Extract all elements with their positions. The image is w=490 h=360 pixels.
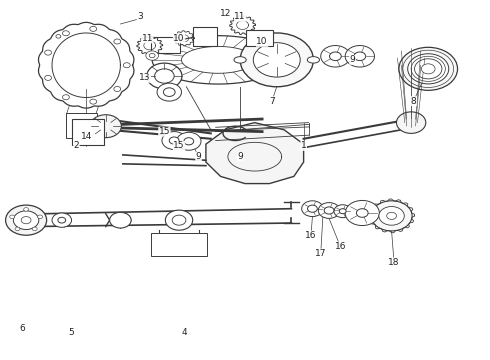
Text: 6: 6 (20, 324, 25, 333)
Circle shape (10, 215, 15, 219)
Circle shape (90, 115, 122, 138)
Text: 12: 12 (220, 9, 231, 18)
Circle shape (149, 53, 155, 58)
Circle shape (123, 63, 130, 68)
FancyBboxPatch shape (151, 233, 207, 256)
Circle shape (387, 212, 396, 220)
Ellipse shape (307, 57, 319, 63)
Text: 7: 7 (269, 96, 275, 105)
Text: 16: 16 (335, 242, 346, 251)
Text: 9: 9 (350, 55, 355, 64)
Circle shape (330, 52, 341, 60)
Text: 11: 11 (234, 12, 246, 21)
Text: 4: 4 (181, 328, 187, 337)
Circle shape (90, 26, 97, 31)
Polygon shape (206, 123, 304, 184)
Circle shape (32, 227, 37, 231)
Circle shape (334, 205, 351, 218)
Text: 5: 5 (69, 328, 74, 337)
Circle shape (165, 210, 193, 230)
Circle shape (354, 52, 366, 60)
Circle shape (163, 88, 175, 96)
Circle shape (63, 95, 70, 100)
Circle shape (318, 203, 340, 219)
Circle shape (345, 45, 374, 67)
Circle shape (157, 83, 181, 101)
Text: 3: 3 (137, 12, 143, 21)
Circle shape (114, 39, 121, 44)
FancyBboxPatch shape (66, 113, 97, 138)
Circle shape (45, 50, 51, 55)
Text: 1: 1 (301, 141, 307, 150)
Circle shape (13, 211, 39, 229)
Text: 10: 10 (173, 34, 185, 43)
Text: 9: 9 (237, 152, 243, 161)
Circle shape (21, 217, 31, 224)
Circle shape (146, 51, 159, 60)
Circle shape (345, 201, 379, 226)
Circle shape (172, 215, 186, 225)
Circle shape (45, 75, 51, 80)
Circle shape (415, 59, 442, 79)
Circle shape (176, 132, 201, 150)
Text: 10: 10 (256, 37, 268, 46)
Circle shape (321, 45, 350, 67)
Text: 18: 18 (388, 258, 400, 267)
Circle shape (90, 99, 97, 104)
Circle shape (421, 64, 435, 74)
Circle shape (5, 205, 47, 235)
FancyBboxPatch shape (246, 30, 273, 46)
Circle shape (169, 137, 179, 144)
Text: 8: 8 (411, 96, 416, 105)
Text: 16: 16 (305, 231, 317, 240)
Ellipse shape (234, 57, 246, 63)
Circle shape (38, 215, 43, 219)
Circle shape (308, 205, 318, 212)
Circle shape (356, 209, 368, 217)
Circle shape (110, 212, 131, 228)
Circle shape (302, 201, 323, 217)
Circle shape (184, 138, 194, 145)
Circle shape (58, 217, 66, 223)
Circle shape (24, 208, 28, 211)
Circle shape (52, 213, 72, 227)
Circle shape (324, 207, 334, 214)
Circle shape (15, 227, 20, 231)
Circle shape (253, 42, 300, 77)
Circle shape (240, 33, 314, 87)
Text: 15: 15 (159, 127, 170, 136)
Text: 17: 17 (315, 249, 326, 258)
Circle shape (379, 207, 404, 225)
FancyBboxPatch shape (193, 27, 217, 46)
Circle shape (162, 132, 186, 149)
FancyBboxPatch shape (151, 37, 180, 53)
Text: 14: 14 (80, 132, 92, 141)
Circle shape (371, 201, 412, 231)
Text: 15: 15 (173, 141, 185, 150)
FancyBboxPatch shape (72, 119, 104, 145)
Text: 11: 11 (142, 34, 153, 43)
Text: 2: 2 (74, 141, 79, 150)
Circle shape (408, 54, 449, 84)
Circle shape (56, 35, 61, 38)
Circle shape (399, 47, 458, 90)
Circle shape (339, 209, 346, 214)
Text: 9: 9 (196, 152, 201, 161)
Ellipse shape (147, 63, 182, 89)
Text: 13: 13 (139, 73, 150, 82)
Circle shape (396, 112, 426, 134)
Circle shape (114, 86, 121, 91)
Circle shape (63, 31, 70, 36)
Ellipse shape (155, 69, 174, 83)
